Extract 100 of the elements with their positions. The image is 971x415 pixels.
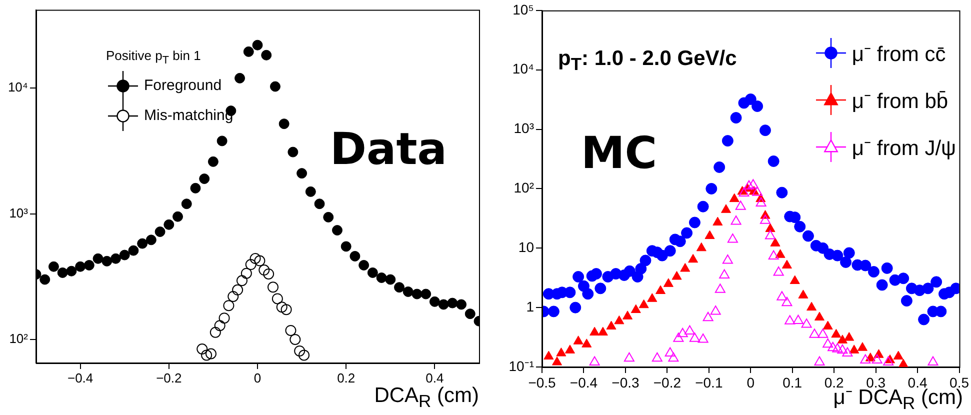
x-tick-label: 0.2: [824, 374, 844, 390]
point: [664, 347, 676, 357]
point: [420, 288, 432, 300]
point: [668, 352, 679, 362]
point: [268, 282, 279, 293]
point: [598, 326, 608, 336]
x-tick-label: −0.5: [528, 374, 556, 390]
point: [857, 342, 868, 351]
point: [164, 219, 174, 230]
point: [385, 274, 396, 285]
point: [250, 252, 261, 264]
point: [770, 238, 780, 246]
legend-label: μ⁻ from cc̄: [852, 42, 946, 66]
point: [102, 256, 112, 266]
point: [782, 260, 792, 269]
legend-label: μ⁻ from J/ψ: [852, 136, 956, 160]
x-tick-label: 0.4: [908, 374, 928, 390]
point: [652, 352, 662, 362]
point: [883, 356, 894, 366]
point: [40, 274, 50, 285]
point: [614, 315, 624, 324]
point: [263, 268, 274, 280]
point: [276, 302, 288, 313]
legend-title: Positive p$_{T}$ bin 1: [106, 48, 202, 67]
point: [814, 312, 824, 321]
y-tick-label: 10²: [9, 331, 29, 346]
legend-label: μ⁻ from bb̄: [852, 88, 948, 114]
point: [57, 267, 68, 278]
point: [298, 350, 310, 361]
x-tick-label: 0.3: [866, 374, 886, 390]
point: [684, 325, 695, 334]
point: [216, 136, 228, 146]
point: [698, 334, 708, 343]
y-tick-label: 10⁴: [512, 60, 534, 77]
point: [756, 197, 766, 206]
point: [582, 338, 592, 348]
point: [288, 146, 298, 158]
point: [590, 326, 600, 336]
x-axis-title: DCA$_{R}$ (cm): [374, 384, 479, 412]
point: [154, 226, 166, 237]
point: [696, 242, 706, 252]
point: [837, 334, 848, 344]
point: [564, 344, 575, 354]
point: [832, 343, 843, 352]
point: [245, 259, 256, 270]
y-tick-label: 1: [526, 298, 534, 314]
point: [893, 350, 904, 360]
point: [201, 350, 212, 361]
point: [128, 245, 139, 256]
point: [735, 200, 746, 210]
x-tick-label: 0: [746, 374, 755, 390]
y-tick-label: 10⁻¹: [508, 358, 534, 374]
point: [456, 299, 467, 310]
point: [181, 198, 192, 210]
point: [447, 298, 458, 308]
point: [48, 261, 59, 272]
point: [146, 234, 156, 246]
point: [647, 293, 658, 302]
point: [710, 305, 721, 315]
point: [228, 290, 239, 302]
point: [798, 290, 808, 298]
point: [270, 81, 280, 92]
annotation: p$_{T}$: 1.0 - 2.0 GeV/c: [558, 47, 737, 74]
point: [172, 211, 184, 222]
point: [719, 269, 730, 278]
x-tick-label: −0.2: [653, 374, 682, 390]
point: [775, 249, 786, 258]
point: [92, 253, 104, 264]
point: [556, 348, 566, 356]
point: [258, 264, 270, 276]
point: [305, 186, 316, 197]
point: [429, 296, 440, 307]
point: [243, 46, 254, 57]
point: [872, 354, 882, 364]
point: [75, 261, 86, 272]
point: [544, 350, 554, 360]
point: [898, 358, 908, 367]
y-tick-label: 10³: [514, 120, 534, 136]
point: [730, 216, 742, 225]
point: [66, 266, 77, 276]
point: [704, 230, 715, 239]
x-tick-label: −0.4: [570, 374, 598, 390]
point: [252, 40, 263, 50]
point: [760, 214, 770, 224]
point: [638, 299, 649, 308]
point: [280, 304, 292, 316]
point: [782, 296, 792, 306]
point: [748, 179, 758, 188]
point: [842, 347, 853, 357]
point: [773, 266, 784, 276]
x-tick-label: −0.2: [156, 370, 182, 386]
point: [223, 300, 234, 312]
x-tick-label: −0.4: [67, 370, 94, 386]
point: [261, 50, 272, 60]
x-tick-label: 0.1: [782, 374, 802, 390]
point: [240, 268, 252, 279]
point: [196, 344, 208, 355]
point: [278, 118, 290, 130]
point: [655, 285, 666, 294]
point: [323, 212, 334, 222]
